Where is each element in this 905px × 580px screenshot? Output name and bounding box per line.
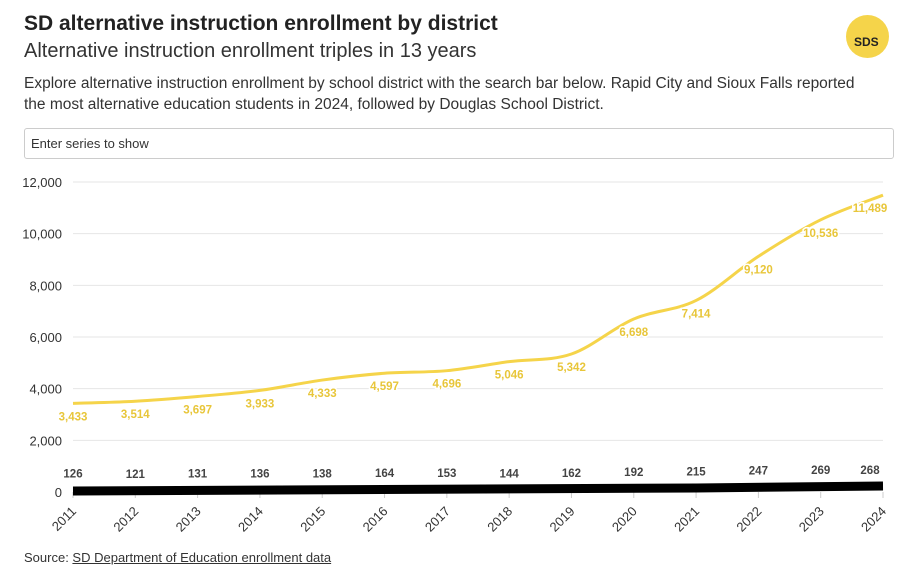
chart-title: SD alternative instruction enrollment by… — [24, 12, 498, 35]
source-note: Source: SD Department of Education enrol… — [24, 550, 331, 565]
x-tick-label: 2013 — [173, 504, 204, 535]
x-tick-label: 2024 — [858, 504, 889, 535]
data-label: 215 — [686, 466, 706, 478]
data-label: 9,120 — [744, 264, 773, 276]
data-label: 3,433 — [59, 411, 88, 423]
data-label: 3,514 — [121, 409, 150, 421]
data-label: 5,046 — [495, 370, 524, 382]
data-label: 3,933 — [246, 398, 275, 410]
data-label: 121 — [126, 469, 146, 481]
data-label: 10,536 — [803, 228, 838, 240]
x-tick-label: 2021 — [671, 504, 702, 535]
source-link[interactable]: SD Department of Education enrollment da… — [72, 550, 332, 565]
x-tick-label: 2020 — [609, 504, 640, 535]
logo-text: SDS — [854, 35, 879, 49]
data-label: 138 — [313, 468, 333, 480]
y-tick-label: 10,000 — [22, 227, 62, 242]
data-label: 136 — [250, 468, 269, 480]
data-label: 247 — [749, 466, 768, 478]
y-tick-label: 4,000 — [29, 382, 62, 397]
data-label: 5,342 — [557, 362, 586, 374]
data-label: 4,597 — [370, 381, 399, 393]
x-tick-label: 2023 — [796, 504, 827, 535]
y-tick-label: 2,000 — [29, 433, 62, 448]
data-label: 268 — [860, 465, 880, 477]
data-label: 144 — [500, 468, 520, 480]
data-label: 6,698 — [619, 327, 648, 339]
district-line — [72, 483, 884, 491]
series-search-input[interactable]: Enter series to show — [24, 128, 894, 159]
x-tick-label: 2019 — [547, 504, 578, 535]
data-label: 4,696 — [432, 379, 461, 391]
chart-description: Explore alternative instruction enrollme… — [24, 75, 855, 113]
data-label: 126 — [63, 469, 82, 481]
chart-subtitle: Alternative instruction enrollment tripl… — [24, 40, 477, 62]
y-tick-label: 0 — [55, 485, 62, 500]
source-label: Source: — [24, 550, 73, 565]
district-lines-band — [72, 481, 884, 496]
data-label: 269 — [811, 465, 830, 477]
y-tick-label: 12,000 — [22, 175, 62, 190]
total-enrollment-line — [72, 193, 884, 405]
sds-logo: SDS — [846, 15, 889, 58]
x-tick-label: 2015 — [297, 504, 328, 535]
x-tick-label: 2014 — [235, 504, 266, 535]
data-label: 11,489 — [853, 203, 888, 215]
y-tick-label: 6,000 — [29, 330, 62, 345]
data-label: 162 — [562, 468, 581, 480]
data-label: 7,414 — [682, 308, 711, 320]
y-tick-label: 8,000 — [29, 278, 62, 293]
data-label: 153 — [437, 468, 456, 480]
data-label: 131 — [188, 469, 208, 481]
data-label: 164 — [375, 468, 395, 480]
x-tick-label: 2012 — [110, 504, 141, 535]
x-tick-label: 2018 — [484, 504, 515, 535]
x-tick-label: 2016 — [360, 504, 391, 535]
x-tick-label: 2022 — [733, 504, 764, 535]
data-label: 3,697 — [183, 404, 212, 416]
x-tick-label: 2011 — [49, 504, 79, 534]
data-label: 192 — [624, 467, 643, 479]
data-label: 4,333 — [308, 388, 337, 400]
x-tick-label: 2017 — [422, 504, 453, 535]
